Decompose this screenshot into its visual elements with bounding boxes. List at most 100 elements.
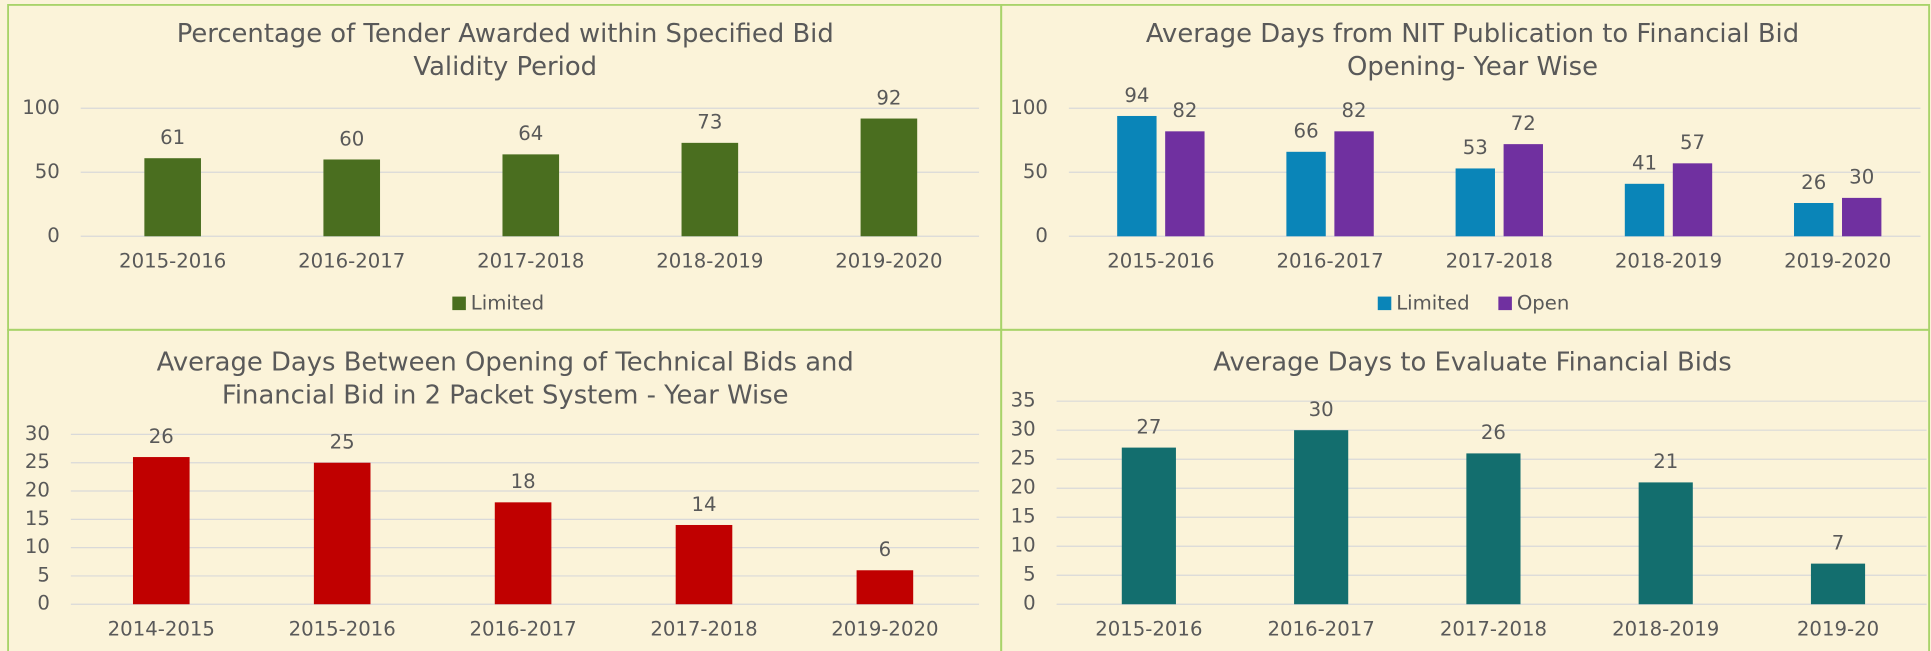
bar	[1117, 115, 1157, 237]
bar	[1121, 447, 1176, 605]
y-tick-label: 0	[47, 224, 60, 247]
data-label: 64	[518, 122, 543, 145]
legend-label: Open	[1517, 291, 1570, 314]
bar	[681, 142, 739, 237]
data-label: 30	[1309, 398, 1334, 421]
data-label: 25	[330, 431, 355, 454]
bar	[132, 457, 190, 605]
x-tick-label: 2019-20	[1797, 618, 1879, 641]
bar	[313, 462, 371, 605]
data-label: 21	[1653, 450, 1678, 473]
bar	[1672, 163, 1713, 237]
title-box: Percentage of Tender Awarded within Spec…	[176, 18, 834, 82]
bar	[1455, 168, 1495, 237]
title-box: Average Days to Evaluate Financial Bids	[1213, 347, 1732, 377]
chart-title: Average Days to Evaluate Financial Bids	[1213, 347, 1732, 377]
y-tick-label: 15	[1011, 505, 1036, 528]
chart-title: Average Days Between Opening of Technica…	[156, 347, 854, 410]
data-label: 82	[1342, 99, 1367, 122]
legend-swatch	[452, 296, 466, 311]
x-tick-label: 2016-2017	[298, 250, 405, 273]
y-tick-label: 50	[35, 160, 60, 183]
y-tick-label: 100	[22, 96, 60, 119]
x-tick-label: 2015-2016	[1107, 250, 1214, 273]
y-tick-label: 10	[1011, 534, 1036, 557]
bar	[502, 154, 560, 237]
x-tick-label: 2016-2017	[1268, 618, 1375, 641]
x-tick-label: 2017-2018	[1446, 250, 1553, 273]
bar	[1794, 203, 1834, 237]
bar	[1503, 144, 1543, 237]
bar	[1638, 482, 1693, 605]
data-label: 94	[1124, 84, 1149, 107]
x-tick-label: 2018-2019	[1612, 618, 1719, 641]
data-label: 57	[1680, 131, 1705, 154]
y-tick-label: 30	[25, 422, 50, 445]
bar	[1810, 563, 1866, 605]
y-tick-label: 50	[1023, 160, 1048, 183]
y-tick-label: 25	[1011, 447, 1036, 470]
bar	[1334, 131, 1374, 237]
bar	[144, 158, 201, 237]
data-label: 53	[1463, 136, 1488, 159]
data-label: 92	[876, 86, 901, 109]
data-label: 7	[1832, 531, 1845, 554]
x-tick-label: 2019-2020	[1784, 250, 1891, 273]
data-label: 72	[1511, 112, 1536, 135]
y-tick-label: 5	[1023, 563, 1036, 586]
chart-title: Percentage of Tender Awarded within Spec…	[176, 18, 834, 82]
x-tick-label: 2017-2018	[477, 250, 584, 273]
data-label: 6	[879, 538, 892, 561]
data-label: 61	[160, 126, 185, 149]
data-label: 82	[1172, 99, 1197, 122]
y-tick-label: 15	[25, 507, 50, 530]
data-label: 26	[149, 425, 174, 448]
y-tick-label: 35	[1011, 389, 1036, 412]
y-tick-label: 0	[1023, 592, 1036, 615]
x-tick-label: 2015-2016	[119, 250, 226, 273]
y-tick-label: 100	[1010, 96, 1048, 119]
bar	[1286, 151, 1326, 237]
bar	[1466, 453, 1521, 605]
y-tick-label: 20	[25, 479, 50, 502]
data-label: 18	[511, 470, 536, 493]
data-label: 30	[1849, 166, 1874, 189]
x-tick-label: 2015-2016	[289, 618, 396, 641]
y-tick-label: 0	[1035, 224, 1048, 247]
panel-border	[1000, 328, 1931, 651]
data-label: 66	[1294, 120, 1319, 143]
x-tick-label: 2014-2015	[108, 618, 215, 641]
x-tick-label: 2017-2018	[1440, 618, 1547, 641]
y-tick-label: 0	[37, 592, 50, 615]
legend-swatch	[1377, 296, 1392, 311]
y-tick-label: 10	[25, 535, 50, 558]
bar	[494, 502, 552, 605]
bar	[1842, 197, 1882, 237]
y-tick-label: 30	[1011, 418, 1036, 441]
y-tick-label: 5	[37, 563, 50, 586]
data-label: 26	[1481, 421, 1506, 444]
data-label: 27	[1136, 415, 1161, 438]
chart-title: Average Days from NIT Publication to Fin…	[1145, 18, 1800, 82]
data-label: 60	[339, 127, 364, 150]
bar	[675, 524, 733, 605]
data-label: 14	[691, 493, 716, 516]
x-tick-label: 2018-2019	[1615, 250, 1722, 273]
bar	[1624, 183, 1665, 237]
x-tick-label: 2016-2017	[1276, 250, 1383, 273]
data-label: 41	[1632, 152, 1657, 175]
bar	[323, 159, 381, 237]
x-tick-label: 2019-2020	[831, 618, 938, 641]
legend-swatch	[1498, 296, 1512, 311]
x-tick-label: 2019-2020	[835, 250, 942, 273]
y-tick-label: 20	[1011, 476, 1036, 499]
x-tick-label: 2017-2018	[650, 618, 757, 641]
x-tick-label: 2018-2019	[656, 250, 763, 273]
y-tick-label: 25	[25, 450, 50, 473]
bar	[1294, 430, 1349, 605]
x-tick-label: 2015-2016	[1095, 618, 1202, 641]
legend-label: Limited	[1396, 291, 1469, 314]
data-label: 26	[1801, 171, 1826, 194]
bar	[856, 570, 914, 605]
